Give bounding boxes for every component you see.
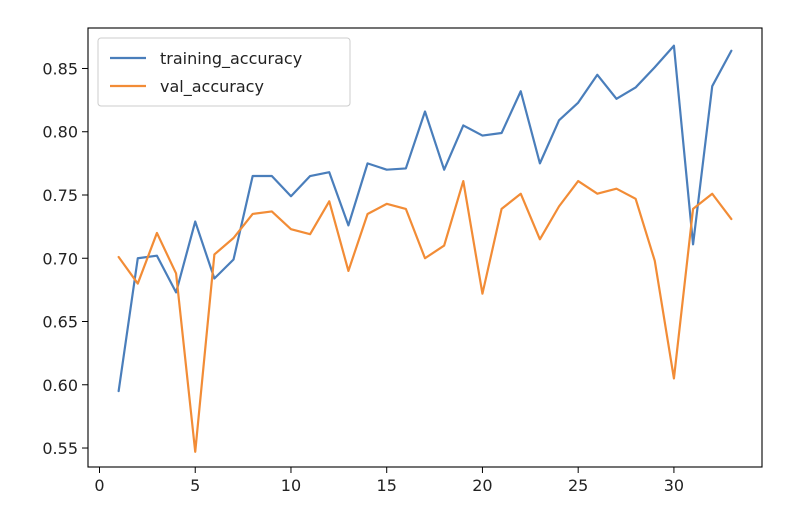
- series-line-training-accuracy: [117, 44, 733, 393]
- y-tick-label: 0.75: [42, 186, 78, 205]
- y-tick-label: 0.80: [42, 123, 78, 142]
- legend: training_accuracy val_accuracy: [97, 37, 351, 107]
- x-tick-label: 20: [472, 476, 492, 495]
- y-tick-label: 0.70: [42, 249, 78, 268]
- x-tick-label: 5: [190, 476, 200, 495]
- legend-box: [97, 37, 351, 107]
- series-layer: [117, 44, 733, 453]
- x-tick-label: 25: [568, 476, 588, 495]
- y-tick-label: 0.60: [42, 376, 78, 395]
- y-tick-label: 0.85: [42, 59, 78, 78]
- ticks-layer: 0 5 10 15 20 25 30 0.55 0.60 0.65 0.70 0.75 0.80 0.85: [42, 59, 684, 495]
- x-tick-label: 30: [664, 476, 684, 495]
- series-line-val-accuracy: [117, 179, 733, 453]
- x-tick-label: 0: [94, 476, 104, 495]
- y-tick-label: 0.55: [42, 439, 78, 458]
- plot-frame: [87, 27, 763, 468]
- x-tick-label: 10: [281, 476, 301, 495]
- legend-label-training-accuracy: training_accuracy: [160, 49, 302, 69]
- y-tick-label: 0.65: [42, 313, 78, 332]
- legend-label-val-accuracy: val_accuracy: [160, 77, 264, 97]
- x-tick-label: 15: [377, 476, 397, 495]
